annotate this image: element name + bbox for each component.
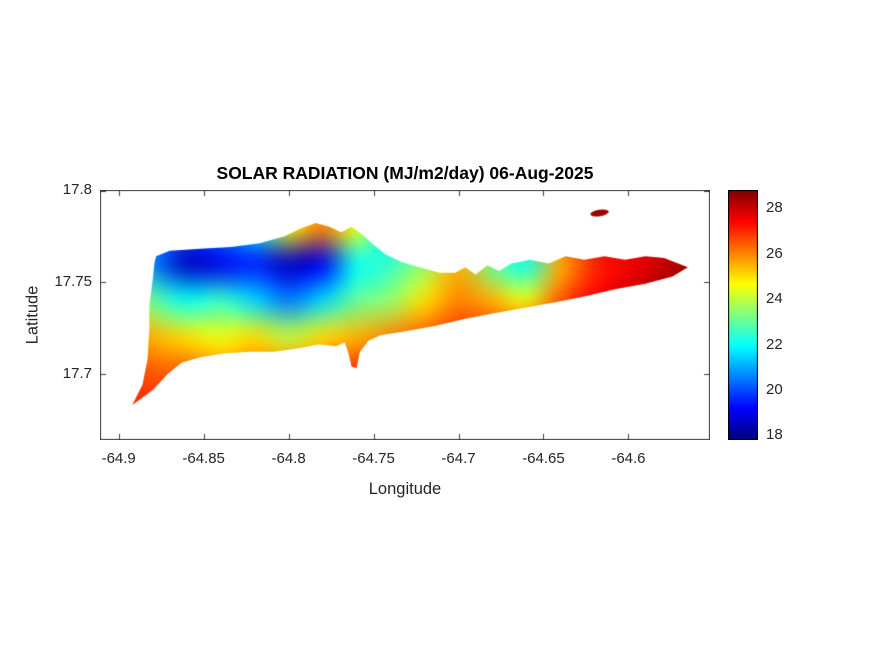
- y-axis-label: Latitude: [23, 285, 42, 345]
- x-tick-label: -64.6: [611, 450, 646, 467]
- x-tick-label: -64.85: [182, 450, 225, 467]
- y-tick-label: 17.7: [62, 364, 92, 382]
- y-tick-label: 17.75: [54, 272, 92, 290]
- colorbar-tick-label: 28: [766, 199, 783, 217]
- colorbar-tick-label: 26: [766, 244, 783, 262]
- colorbar-tick-label: 20: [766, 381, 783, 398]
- y-tick-label: 17.8: [62, 181, 92, 198]
- colorbar: [728, 190, 758, 440]
- x-tick-label: -64.8: [271, 450, 306, 467]
- colorbar-tick-label: 24: [766, 290, 783, 308]
- x-axis-label: Longitude: [368, 480, 442, 498]
- colorbar-tick-label: 22: [766, 335, 783, 353]
- heatmap-plot: [100, 190, 710, 440]
- x-tick-label: -64.75: [352, 450, 395, 467]
- colorbar-tick-label: 18: [766, 426, 783, 444]
- x-tick-label: -64.7: [441, 450, 476, 467]
- x-tick-label: -64.9: [101, 450, 136, 467]
- x-tick-label: -64.65: [522, 450, 565, 467]
- chart-title: SOLAR RADIATION (MJ/m2/day) 06-Aug-2025: [216, 163, 594, 183]
